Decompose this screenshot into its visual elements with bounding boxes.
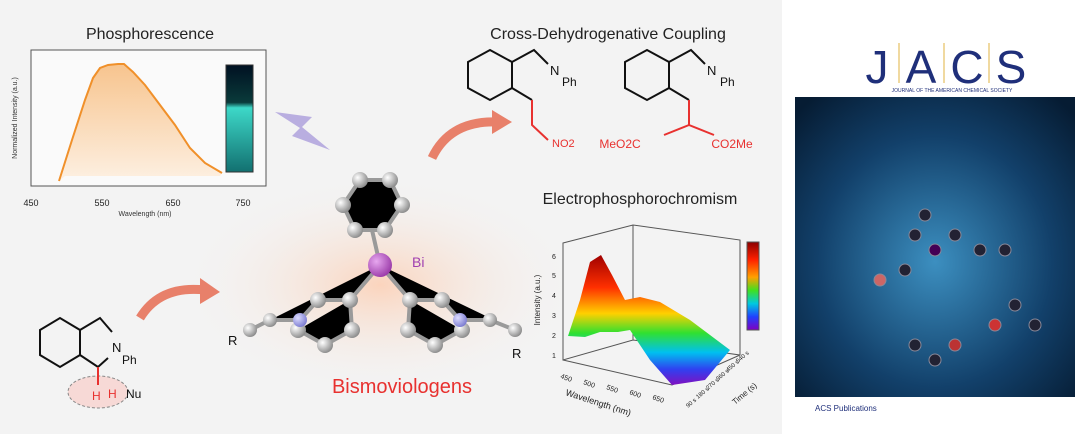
xtick-label: 750 [235,198,250,208]
xtick-label: 600 [628,389,641,400]
arrow-head-icon [492,110,512,134]
epc-yticks: 1 2 3 4 5 6 [552,254,556,360]
phosphorescent-vial-image [225,64,254,173]
logo-letter: C [950,41,983,93]
phosphorescence-ylabel: Normalized Intensity (a.u.) [12,77,19,159]
ph-label: Ph [122,353,137,367]
ytick-label: 2 [552,333,556,340]
ztick-label: 90 s [685,398,698,410]
bismuth-atom [368,253,392,277]
n-label: N [112,340,121,355]
curved-arrow-icon [136,284,206,321]
ester-right-label: CO2Me [711,137,753,151]
ztick-label: 540 s [735,350,750,364]
ytick-label: 1 [552,353,556,360]
n-label: N [550,63,559,78]
arrow-head-icon [200,278,220,304]
jacs-logo: J A C S [866,41,1027,93]
nu-label: Nu [126,387,141,401]
malonate-bonds [663,100,715,136]
n-label: N [707,63,716,78]
cdc-product-1-structure [467,48,549,102]
xtick-label: 550 [605,384,618,395]
journal-cover: J A C S JOURNAL OF THE AMERICAN CHEMICAL… [795,25,1075,415]
epc-surface [568,255,730,385]
r-right-label: R [512,346,521,361]
phosphorescence-xticks: 450 550 650 750 [23,198,250,208]
ph-label: Ph [562,75,577,89]
abstract-canvas: Phosphorescence Normalized Intensity (a.… [12,26,760,418]
epc-xticks: 450 500 550 600 650 [559,373,664,405]
cover-canvas: J A C S JOURNAL OF THE AMERICAN CHEMICAL… [795,41,1075,413]
phosphorescence-fill [59,64,222,181]
publisher-label: ACS Publications [815,404,877,413]
xtick-label: 450 [559,373,572,384]
ph-label: Ph [720,75,735,89]
epc-title: Electrophosphorochromism [543,191,738,208]
ester-left-label: MeO2C [599,137,641,151]
cover-molecules [873,208,1042,367]
phosphorescence-curve [58,63,223,182]
no2-label: NO2 [552,138,575,150]
bi-label: Bi [412,254,424,270]
xtick-label: 650 [165,198,180,208]
h-label: H [108,387,117,401]
logo-letter: S [996,41,1027,93]
epc-zlabel: Time (s) [731,381,759,407]
epc-xlabel: Wavelength (nm) [564,387,632,418]
ytick-label: 6 [552,254,556,261]
glow-background [180,175,580,395]
atoms [243,172,522,353]
substrate-structure [39,316,113,369]
epc-ylabel: Intensity (a.u.) [533,274,542,325]
curved-arrow-icon [427,117,499,161]
phosphorescence-title: Phosphorescence [86,26,214,43]
lightning-icon [275,112,330,150]
logo-letter: J [866,41,889,93]
r-left-label: R [228,333,237,348]
xtick-label: 500 [582,379,595,390]
cdc-title: Cross-Dehydrogenative Coupling [490,26,726,43]
xtick-label: 450 [23,198,38,208]
cdc-product-2-structure [624,48,706,102]
ytick-label: 3 [552,313,556,320]
h-label: H [92,389,101,403]
xtick-label: 650 [651,394,664,405]
journal-name: JOURNAL OF THE AMERICAN CHEMICAL SOCIETY [892,88,1013,94]
graphical-abstract: Phosphorescence Normalized Intensity (a.… [0,0,782,434]
nitromethyl-bond [531,100,549,141]
epc-colorbar [746,241,760,331]
phosphorescence-xlabel: Wavelength (nm) [118,211,171,218]
xtick-label: 550 [94,198,109,208]
bismoviologens-title: Bismoviologens [332,376,472,398]
ytick-label: 5 [552,273,556,280]
logo-letter: A [906,41,937,93]
ytick-label: 4 [552,293,556,300]
